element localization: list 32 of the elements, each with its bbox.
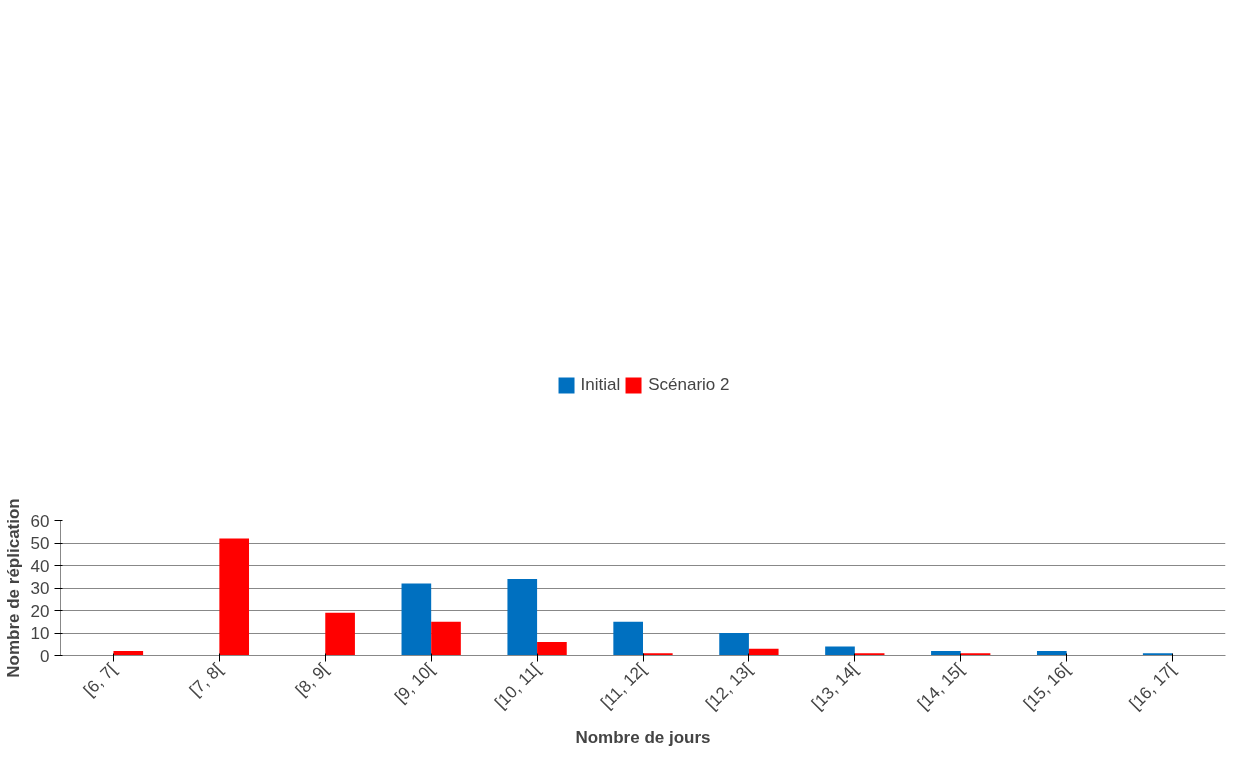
y-tick-label: 10 [30,624,50,643]
x-tick-label: [13, 14[ [808,659,862,714]
x-tick-label: [15, 16[ [1019,659,1074,714]
bar [537,642,567,656]
x-tick-label: [8, 9[ [291,659,333,700]
x-tick-label: [12, 13[ [702,659,756,714]
y-tick-label: 40 [30,556,50,576]
y-axis-title: Nombre de réplication [3,498,23,678]
x-tick-label: [11, 12[ [597,659,650,713]
y-tick-label: 60 [30,511,50,531]
bar [719,633,749,656]
x-axis-title: Nombre de jours [575,728,711,748]
bar [825,646,855,656]
y-tick-label: 50 [30,534,50,553]
bar [613,621,643,656]
y-tick-label: 20 [30,601,50,621]
legend-label: Initial [580,375,621,395]
x-tick-label: [10, 11[ [491,659,544,713]
bar [431,621,461,656]
bar [219,538,250,656]
x-tick-label: [6, 7[ [80,659,121,700]
x-tick-label: [7, 8[ [185,659,227,700]
x-tick-label: [16, 17[ [1125,659,1180,714]
legend-label: Scénario 2 [648,375,730,395]
y-tick-label: 30 [30,579,50,598]
bar [507,579,538,656]
x-tick-label: [14, 15[ [913,659,968,714]
x-tick-label: [9, 10[ [391,659,439,707]
bar [401,583,432,656]
bar [748,648,779,656]
y-tick-label: 0 [40,646,50,666]
bar [325,612,355,656]
